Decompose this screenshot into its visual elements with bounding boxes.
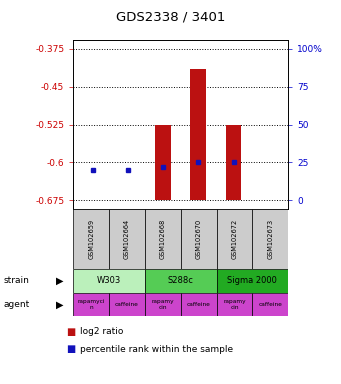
Text: caffeine: caffeine	[115, 302, 139, 307]
Text: caffeine: caffeine	[187, 302, 211, 307]
Text: rapamy
cin: rapamy cin	[223, 299, 246, 310]
Bar	[190, 69, 206, 200]
Text: GSM102672: GSM102672	[232, 219, 237, 259]
Text: GSM102670: GSM102670	[196, 219, 202, 259]
Text: S288c: S288c	[168, 276, 194, 285]
Text: W303: W303	[97, 276, 121, 285]
Text: percentile rank within the sample: percentile rank within the sample	[80, 344, 233, 354]
Bar	[226, 124, 241, 200]
Bar	[73, 293, 109, 316]
Bar	[217, 269, 288, 293]
Text: ■: ■	[66, 344, 76, 354]
Text: GSM102659: GSM102659	[88, 219, 94, 259]
Text: rapamyci
n: rapamyci n	[77, 299, 105, 310]
Bar	[145, 209, 181, 269]
Bar	[73, 209, 109, 269]
Text: strain: strain	[3, 276, 29, 285]
Text: GSM102673: GSM102673	[267, 219, 273, 259]
Text: GSM102668: GSM102668	[160, 219, 166, 259]
Bar	[73, 269, 145, 293]
Bar	[181, 209, 217, 269]
Bar	[217, 209, 252, 269]
Text: ■: ■	[66, 327, 76, 337]
Text: agent: agent	[3, 300, 30, 309]
Bar	[252, 293, 288, 316]
Text: log2 ratio: log2 ratio	[80, 327, 123, 336]
Bar	[252, 209, 288, 269]
Text: ▶: ▶	[56, 276, 63, 286]
Bar	[109, 209, 145, 269]
Text: rapamy
cin: rapamy cin	[151, 299, 174, 310]
Bar	[109, 293, 145, 316]
Bar	[155, 124, 171, 200]
Text: GSM102664: GSM102664	[124, 219, 130, 259]
Bar	[145, 293, 181, 316]
Bar	[145, 269, 217, 293]
Bar	[217, 293, 252, 316]
Text: ▶: ▶	[56, 300, 63, 310]
Text: GDS2338 / 3401: GDS2338 / 3401	[116, 11, 225, 24]
Text: caffeine: caffeine	[258, 302, 282, 307]
Text: Sigma 2000: Sigma 2000	[227, 276, 277, 285]
Bar	[181, 293, 217, 316]
